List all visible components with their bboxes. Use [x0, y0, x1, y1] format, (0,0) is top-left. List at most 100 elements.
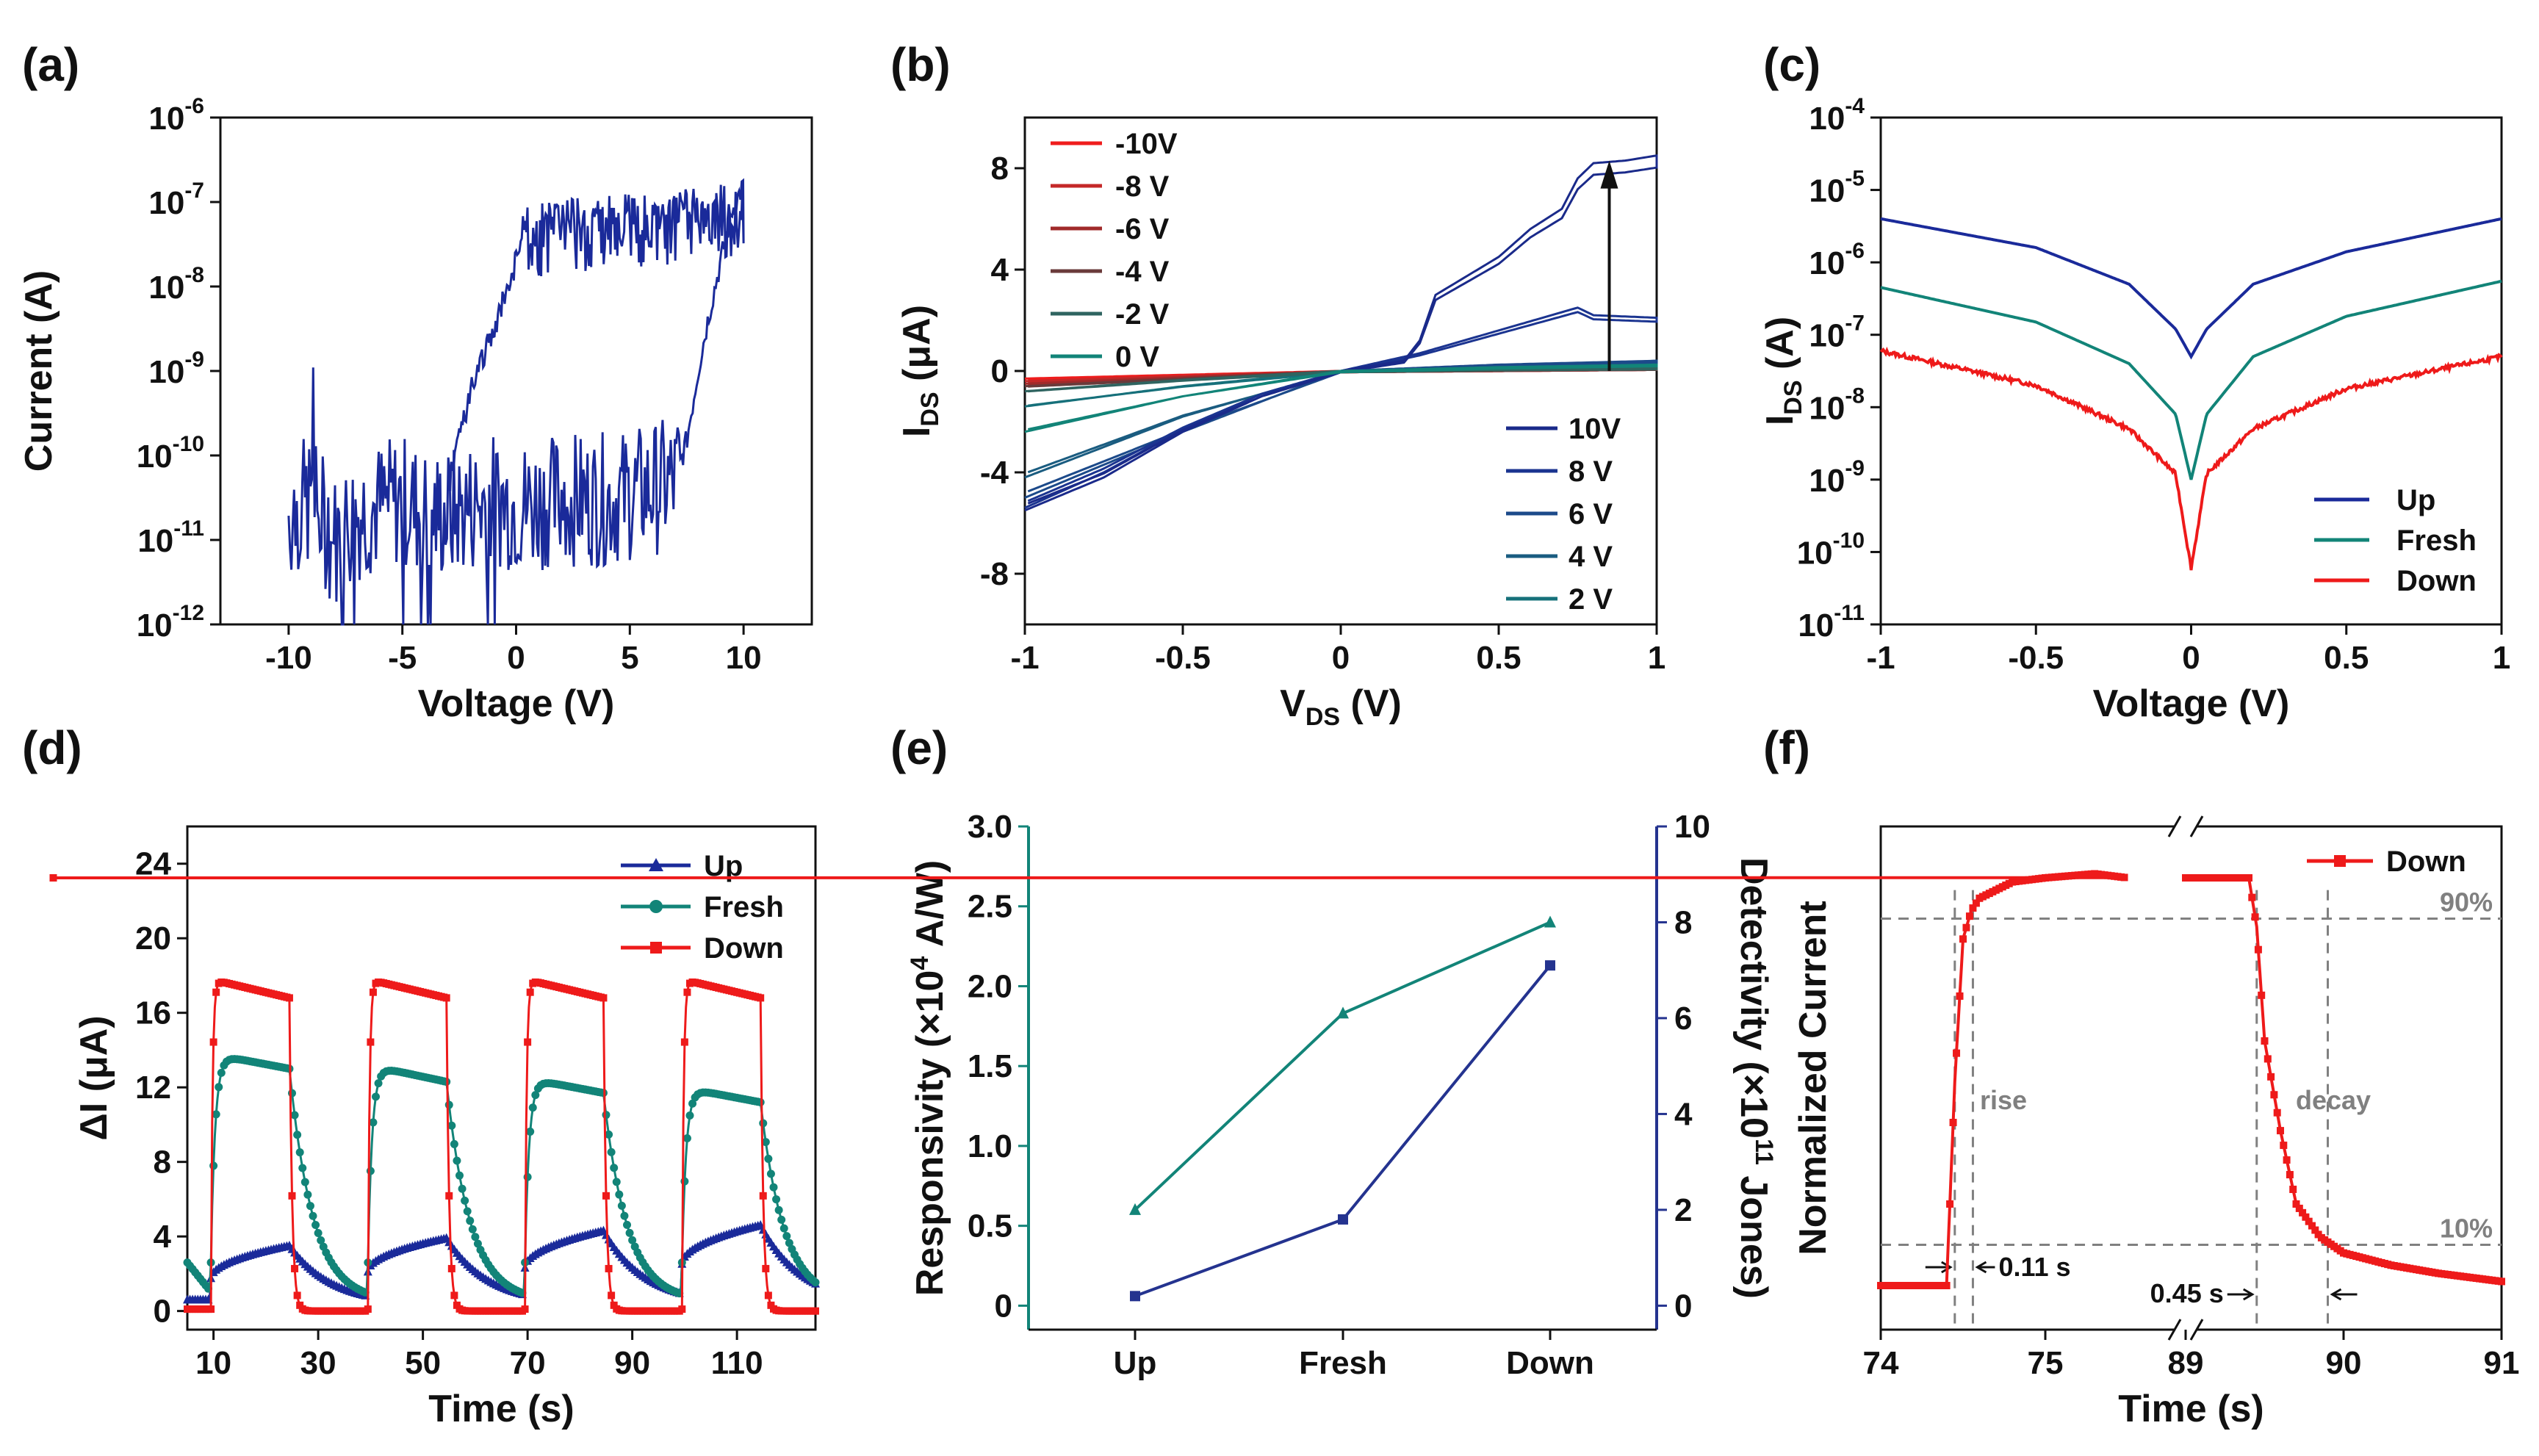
- decay-time-label: 0.45 s: [2150, 1278, 2224, 1308]
- y-tick-label: 2.5: [968, 889, 1012, 925]
- y-tick-label: 4: [991, 252, 1009, 288]
- marker: [521, 1305, 529, 1313]
- marker-down: [2120, 873, 2128, 882]
- marker: [615, 1190, 624, 1199]
- marker: [285, 994, 293, 1002]
- y-tick-label: 10-9: [148, 347, 204, 390]
- legend-label: 6 V: [1569, 498, 1613, 530]
- y-tick-label: 10-7: [148, 179, 204, 221]
- marker-down: [1942, 1282, 1951, 1289]
- marker: [526, 1127, 535, 1136]
- y-tick-label: 10-6: [148, 94, 204, 137]
- y-right-tick-label: 2: [1674, 1192, 1692, 1228]
- y-tick-label: 4: [154, 1219, 172, 1255]
- panel-c-chart: -1 -0.5 0 0.5 1 10-11 10-10 10-9 10-8 10-7 10-6 10-…: [1759, 94, 2510, 725]
- marker: [605, 1264, 613, 1272]
- marker: [757, 994, 765, 1002]
- panel-e-chart: 0 0.5 1.0 1.5 2.0 2.5 3.0 0 2 4 6 8 10 Up Fresh Down Res…: [906, 809, 1778, 1381]
- legend-label: 8 V: [1569, 455, 1613, 488]
- marker-down: [2270, 1091, 2278, 1099]
- y-left-axis-label: Responsivity (×104 A/W): [906, 860, 951, 1296]
- x-tick-label: 0: [507, 640, 525, 676]
- y-tick-label: 0: [991, 353, 1009, 389]
- series-line-pos-4: [1024, 154, 1658, 512]
- marker: [759, 1119, 768, 1128]
- y-right-tick-label: 0: [1674, 1288, 1692, 1324]
- series-line-pos-3: [1024, 306, 1658, 509]
- panel-label-b: (b): [890, 38, 951, 91]
- marker-detectivity: [1338, 1214, 1348, 1225]
- marker: [374, 1079, 383, 1088]
- marker-down: [2280, 1142, 2288, 1150]
- marker: [442, 994, 450, 1002]
- series-line-fresh: [1880, 279, 2502, 480]
- marker: [785, 1239, 793, 1247]
- marker: [769, 1183, 778, 1192]
- y-tick-label: 2.0: [968, 968, 1012, 1004]
- marker: [688, 1099, 697, 1108]
- marker: [607, 1147, 616, 1156]
- marker: [458, 1184, 467, 1193]
- marker: [774, 1205, 783, 1214]
- marker: [311, 1221, 320, 1230]
- marker: [523, 1172, 532, 1181]
- marker: [367, 1038, 375, 1046]
- x-tick-label: 10: [195, 1345, 231, 1381]
- marker-down: [2267, 1073, 2275, 1081]
- x-tick-label: 75: [2028, 1345, 2064, 1381]
- x-tick-label: -10: [265, 640, 312, 676]
- y-tick-label: 10-11: [137, 516, 204, 559]
- x-tick-label: Fresh: [1299, 1345, 1387, 1381]
- marker-down: [1949, 1119, 1957, 1126]
- legend-label: Down: [2386, 846, 2466, 878]
- level-90-label: 90%: [2440, 887, 2493, 918]
- y-tick-label: 3.0: [968, 809, 1012, 845]
- marker: [599, 994, 608, 1002]
- marker-down: [1946, 1200, 1954, 1208]
- legend-marker: [649, 900, 663, 913]
- marker: [779, 1224, 788, 1233]
- marker: [610, 1164, 619, 1172]
- marker-responsivity: [1544, 915, 1556, 928]
- marker: [683, 1134, 691, 1142]
- marker: [212, 988, 220, 996]
- marker: [759, 1192, 767, 1200]
- marker-down: [49, 874, 57, 882]
- panel-b-chart: -1 -0.5 0 0.5 1 -8 -4 0 4 8 VDS (V) IDS (μA) -10V -8 …: [896, 116, 1665, 731]
- x-tick-label: 91: [2484, 1345, 2520, 1381]
- marker-down: [2302, 1213, 2310, 1221]
- marker-down: [2295, 1204, 2303, 1212]
- marker: [764, 1291, 772, 1300]
- y-tick-label: 10-7: [1809, 311, 1865, 354]
- marker-down: [1956, 992, 1964, 1000]
- series-line-neg-4: [1024, 367, 1658, 393]
- decay-arrow-left: [2227, 1288, 2255, 1301]
- y-tick-label: 0.5: [968, 1208, 1012, 1244]
- y-right-tick-label: 6: [1674, 1001, 1692, 1037]
- marker: [455, 1171, 464, 1180]
- x-tick-label: 0: [1332, 640, 1350, 676]
- marker: [468, 1225, 477, 1233]
- x-tick-label: 0.5: [2324, 640, 2369, 676]
- arrow-head: [1600, 160, 1618, 189]
- marker: [471, 1233, 480, 1241]
- marker: [811, 1278, 820, 1287]
- x-axis-label: Time (s): [428, 1388, 574, 1430]
- marker: [444, 1100, 453, 1109]
- marker: [528, 1103, 537, 1112]
- marker-down: [2299, 1208, 2307, 1217]
- y-tick-label: 16: [135, 995, 171, 1031]
- marker-down: [1953, 1049, 1961, 1057]
- y-tick-label: 0: [154, 1294, 171, 1330]
- marker: [762, 1264, 770, 1272]
- x-tick-label: 0.5: [1476, 640, 1521, 676]
- marker: [317, 1236, 325, 1244]
- marker: [473, 1239, 482, 1248]
- y-axis-label: Normalized Current: [1792, 901, 1834, 1255]
- panel-label-a: (a): [22, 38, 79, 91]
- marker: [524, 1038, 532, 1046]
- marker: [612, 1178, 621, 1186]
- x-tick-label: 89: [2168, 1345, 2204, 1381]
- x-tick-label: 10: [726, 640, 762, 676]
- axis-break-mark: [2189, 815, 2204, 837]
